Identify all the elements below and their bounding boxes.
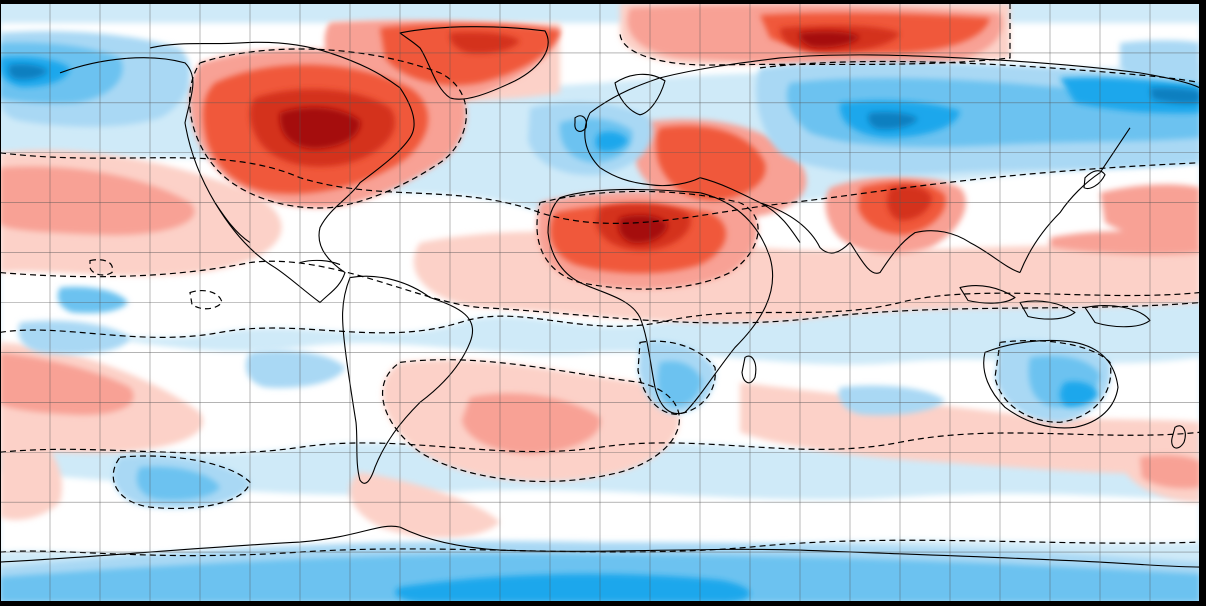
cold-deep-patches	[0, 56, 1200, 602]
cold-core-patches	[8, 64, 1200, 130]
world-map-canvas	[0, 3, 1200, 602]
lat-lon-grid	[0, 3, 1200, 602]
